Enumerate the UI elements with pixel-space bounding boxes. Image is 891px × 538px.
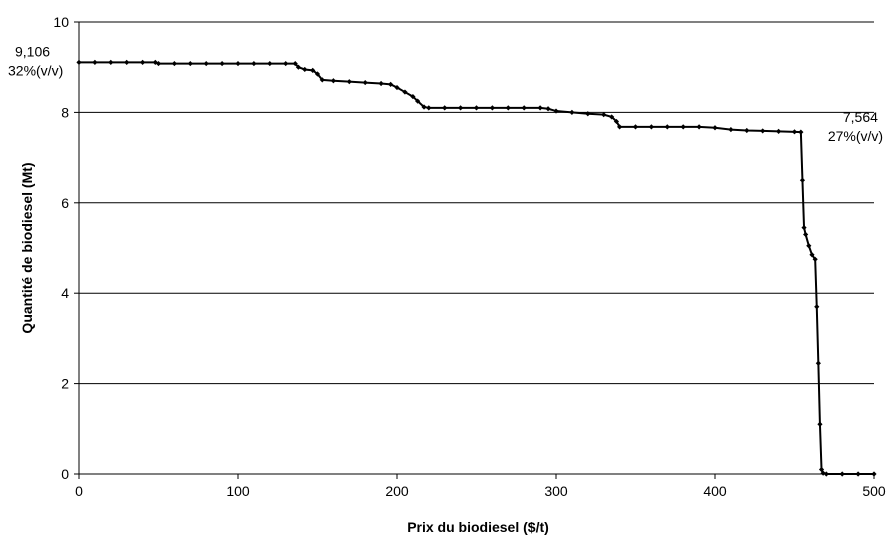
data-point (108, 59, 114, 66)
data-point (791, 129, 798, 135)
data-point (617, 124, 623, 130)
data-point (292, 60, 298, 67)
data-point (76, 59, 82, 66)
y-tick-label: 6 (61, 195, 69, 211)
data-point (267, 60, 273, 67)
data-point (92, 59, 98, 66)
data-point (140, 59, 146, 66)
data-point (585, 111, 591, 117)
data-point (203, 60, 209, 67)
gridlines (79, 21, 874, 385)
x-tick-label: 100 (226, 483, 250, 499)
data-point (601, 112, 607, 118)
data-point (458, 105, 464, 111)
data-point (426, 105, 432, 111)
y-tick-label: 4 (61, 285, 69, 301)
data-point (283, 60, 289, 67)
data-point (871, 471, 877, 477)
data-point (817, 421, 823, 427)
data-point (378, 80, 384, 87)
series-line (79, 61, 874, 475)
y-tick-label: 10 (53, 14, 69, 30)
annotation-label: 7,564 (843, 109, 878, 125)
data-point (545, 106, 551, 112)
data-point (124, 59, 130, 66)
data-point (489, 105, 495, 111)
data-point (569, 109, 575, 115)
annotation-label: 9,106 (15, 43, 50, 59)
data-point (812, 256, 818, 262)
data-point (776, 128, 782, 134)
y-axis-title: Quantité de biodiesel (Mt) (19, 162, 35, 333)
data-point (696, 124, 702, 130)
data-point (839, 471, 845, 477)
x-tick-label: 400 (703, 483, 727, 499)
annotation-label: 27%(v/v) (828, 128, 883, 144)
data-point (803, 231, 809, 238)
data-point (855, 471, 861, 477)
y-tick-label: 8 (61, 104, 69, 120)
data-point (235, 60, 241, 67)
x-tick-label: 500 (862, 483, 886, 499)
data-point (388, 81, 394, 87)
data-point (712, 125, 718, 131)
data-point (295, 64, 302, 70)
data-point (648, 124, 654, 130)
data-point (442, 105, 448, 111)
data-point (521, 105, 527, 111)
annotation-label: 32%(v/v) (8, 62, 63, 78)
data-point (728, 126, 734, 133)
data-point (760, 128, 766, 134)
data-point (473, 105, 480, 111)
data-point (814, 304, 820, 310)
data-point (680, 124, 686, 130)
data-point (823, 471, 829, 477)
data-point (362, 79, 368, 86)
data-point (609, 114, 615, 120)
data-point (809, 252, 815, 258)
y-tick-label: 2 (61, 376, 69, 392)
data-point (799, 177, 806, 183)
data-point (537, 105, 543, 111)
series (76, 59, 877, 477)
data-point (314, 71, 321, 77)
data-point (664, 124, 670, 130)
data-point (744, 127, 750, 134)
data-point (330, 78, 336, 84)
x-axis-title: Prix du biodiesel ($/t) (407, 519, 549, 535)
data-point (155, 60, 162, 67)
x-tick-label: 300 (544, 483, 568, 499)
data-point (415, 98, 421, 104)
data-point (219, 60, 225, 67)
data-point (346, 79, 352, 85)
x-tick-label: 0 (75, 483, 83, 499)
data-point (394, 84, 400, 91)
data-point (319, 77, 325, 83)
data-point (801, 225, 807, 231)
data-point (310, 67, 316, 73)
axes (74, 21, 875, 479)
data-point (505, 105, 511, 111)
data-point (632, 124, 639, 130)
data-point (613, 118, 620, 125)
data-point (421, 104, 427, 110)
data-point (815, 360, 821, 366)
data-point (251, 60, 257, 67)
data-point (806, 243, 812, 249)
data-point (402, 89, 408, 95)
data-point (798, 129, 804, 135)
data-point (553, 108, 559, 114)
data-point (818, 466, 825, 473)
data-point (187, 60, 193, 67)
y-tick-label: 0 (61, 466, 69, 482)
data-point (171, 60, 177, 67)
x-tick-label: 200 (385, 483, 409, 499)
annotations: 9,106 32%(v/v) 7,564 27%(v/v) (8, 43, 883, 144)
data-point (410, 93, 416, 100)
data-point (302, 66, 308, 73)
